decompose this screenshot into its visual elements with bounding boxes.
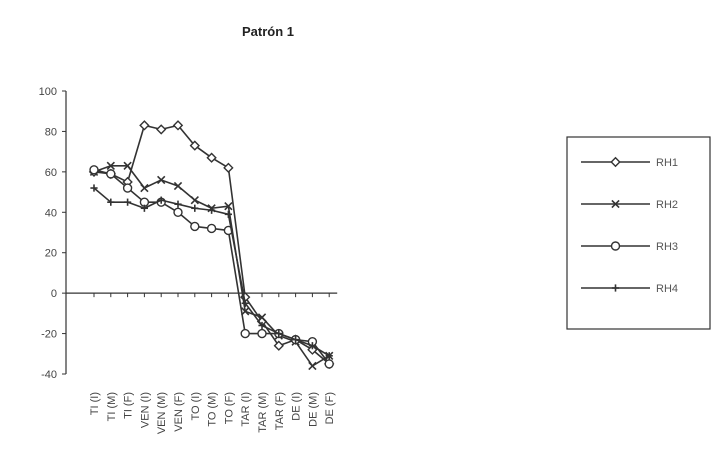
legend-marker xyxy=(611,199,620,209)
series-rh3 xyxy=(89,165,334,369)
legend-item-rh1: RH1 xyxy=(581,156,678,169)
legend-label: RH4 xyxy=(656,283,678,295)
data-point xyxy=(190,195,199,205)
data-point xyxy=(122,183,133,193)
x-tick-label: TAR (M) xyxy=(257,392,269,433)
data-point xyxy=(223,162,234,174)
data-point xyxy=(140,183,149,193)
legend-label: RH3 xyxy=(656,241,678,253)
y-tick-label: 0 xyxy=(51,288,57,300)
data-point xyxy=(89,165,99,175)
legend-item-rh4: RH4 xyxy=(581,283,678,295)
legend-item-rh2: RH2 xyxy=(581,199,678,211)
data-point xyxy=(241,299,249,307)
y-tick-label: -40 xyxy=(41,369,57,381)
data-point xyxy=(273,340,284,351)
data-point xyxy=(190,221,200,232)
data-point xyxy=(172,120,184,131)
data-point xyxy=(90,184,98,192)
data-point xyxy=(208,206,216,214)
data-point xyxy=(241,307,250,316)
series-line-rh3 xyxy=(93,169,330,365)
x-tick-label: VEN (M) xyxy=(156,392,168,434)
legend-marker xyxy=(611,284,620,292)
x-tick-label: TO (F) xyxy=(223,392,235,424)
data-point xyxy=(157,175,166,185)
x-tick-label: TO (I) xyxy=(190,392,202,421)
chart-title: Patrón 1 xyxy=(242,24,294,39)
data-point xyxy=(292,336,300,344)
legend: RH1 RH2 RH3 RH4 xyxy=(566,136,711,330)
data-point xyxy=(191,204,199,212)
data-point xyxy=(157,196,165,204)
data-point xyxy=(107,198,115,206)
x-tick-label: TAR (I) xyxy=(240,392,252,427)
data-point xyxy=(224,202,233,211)
data-point xyxy=(308,342,316,350)
data-point xyxy=(124,198,132,206)
data-point xyxy=(206,223,217,234)
data-point xyxy=(189,140,200,151)
axes: -40 -20 0 20 40 60 80 100 TI (I) TI (M) TI (F) VEN … xyxy=(39,86,338,434)
y-tick-label: 20 xyxy=(45,248,57,260)
series-layer xyxy=(88,120,335,371)
data-point xyxy=(173,207,183,217)
data-point xyxy=(275,329,283,338)
data-point xyxy=(240,328,250,339)
x-tick-label: DE (F) xyxy=(324,392,336,424)
data-point xyxy=(156,124,167,135)
x-tick-label: DE (M) xyxy=(307,392,319,427)
y-tick-label: 100 xyxy=(39,86,57,98)
legend-marker xyxy=(610,241,621,251)
y-tick-label: -20 xyxy=(41,329,57,341)
data-point xyxy=(324,359,334,369)
legend-label: RH1 xyxy=(656,157,678,169)
data-point xyxy=(106,169,116,179)
x-tick-label: TI (M) xyxy=(106,392,118,421)
data-point xyxy=(224,210,232,218)
legend-item-rh3: RH3 xyxy=(581,241,678,253)
data-point xyxy=(174,200,182,208)
x-tick-label: TI (I) xyxy=(89,392,101,415)
data-point xyxy=(257,313,267,322)
data-point xyxy=(308,361,317,371)
x-tick-label: TI (F) xyxy=(123,392,135,419)
y-tick-label: 60 xyxy=(45,167,57,179)
data-point xyxy=(173,181,183,191)
data-point xyxy=(139,120,150,131)
data-point xyxy=(123,161,132,170)
legend-marker xyxy=(610,156,621,168)
x-tick-label: TO (M) xyxy=(207,392,219,427)
series-rh1 xyxy=(88,120,335,370)
data-point xyxy=(257,328,267,339)
legend-label: RH2 xyxy=(656,199,678,211)
x-tick-label: DE (I) xyxy=(291,392,303,421)
y-tick-label: 80 xyxy=(45,126,57,138)
data-point xyxy=(258,321,266,330)
series-rh4 xyxy=(90,184,333,360)
data-point xyxy=(206,152,217,163)
x-tick-label: TAR (F) xyxy=(274,392,286,430)
data-point xyxy=(325,352,333,360)
x-tick-label: VEN (I) xyxy=(139,392,151,428)
y-tick-label: 40 xyxy=(45,207,57,219)
data-point xyxy=(106,161,115,170)
data-point xyxy=(140,204,148,212)
legend-box xyxy=(566,136,711,330)
x-tick-label: VEN (F) xyxy=(173,392,185,432)
